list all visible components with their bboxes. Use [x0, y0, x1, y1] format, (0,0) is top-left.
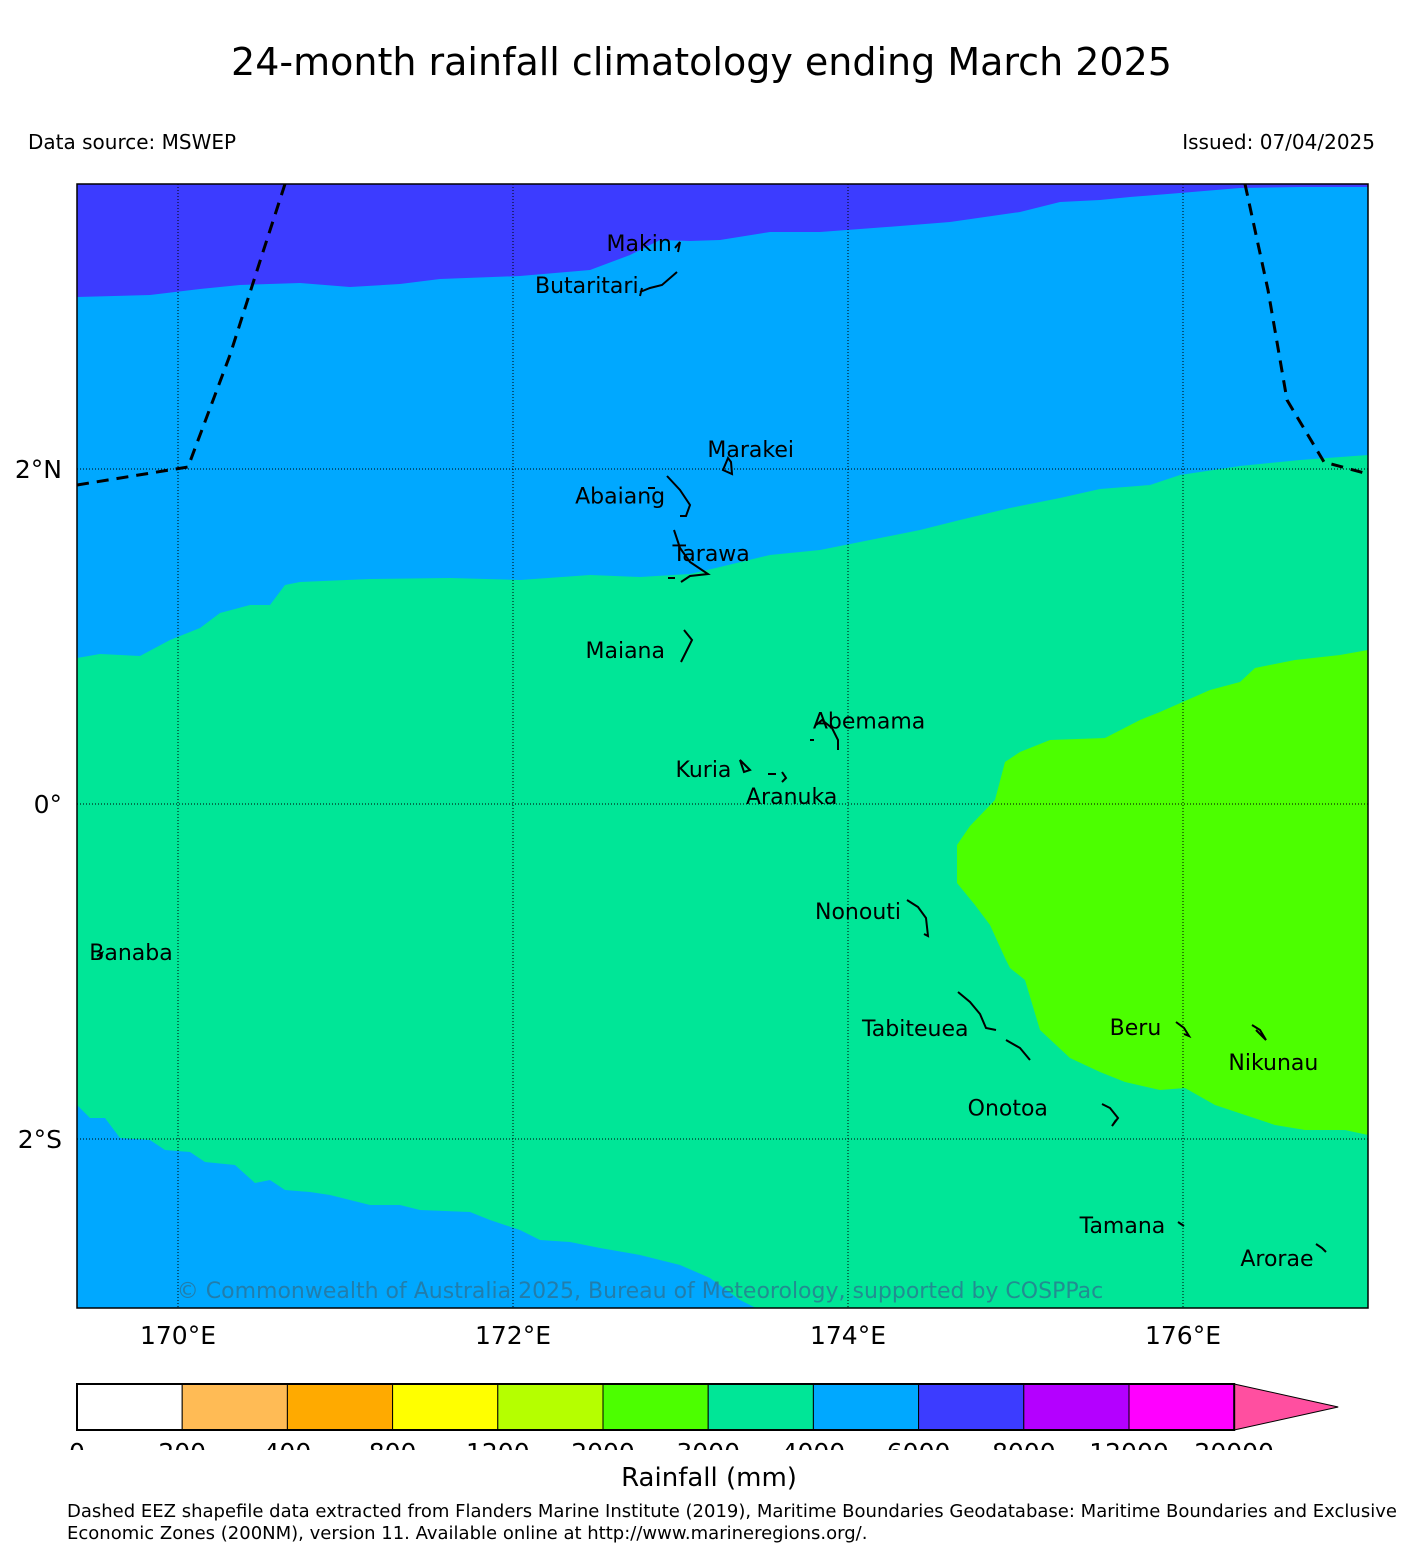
butaritari-outline [639, 271, 678, 297]
colorbar-segment [1023, 1383, 1130, 1431]
lon-grid [177, 184, 1184, 1308]
colorbar-segment [602, 1383, 709, 1431]
island-label-kuria: Kuria [676, 758, 732, 783]
onotoa-outline [1101, 1103, 1120, 1127]
island-label-beru: Beru [1110, 1016, 1162, 1041]
rainfall-map: Makin Butaritari Marakei Abaiang Tarawa Maian… [15, 183, 1369, 1450]
island-label-butaritari: Butaritari [535, 274, 639, 299]
colorbar-tick-label: 1200 [466, 1438, 530, 1450]
colorbar-tick-label: 2000 [571, 1438, 635, 1450]
colorbar-tick-label: 12000 [1089, 1438, 1169, 1450]
makin-outline [674, 241, 681, 253]
colorbar-frame [76, 1383, 1236, 1431]
colorbar-segment [707, 1383, 814, 1431]
colorbar-segment [286, 1383, 394, 1431]
map-frame [76, 183, 1369, 1309]
colorbar-segment [181, 1383, 288, 1431]
map-title: 24-month rainfall climatology ending Mar… [231, 40, 1172, 84]
colorbar-segment [76, 1383, 183, 1431]
arorae-outline [1315, 1243, 1327, 1253]
colorbar [76, 1383, 1339, 1431]
copyright-notice: © Commonwealth of Australia 2025, Bureau… [177, 1279, 1103, 1304]
colorbar-tick-label: 20000 [1194, 1438, 1274, 1450]
colorbar-tick-label: 3000 [676, 1438, 740, 1450]
lat-tick-labels: 2°N 0° 2°S [15, 455, 62, 1154]
issued-date-label: Issued: 07/04/2025 [1182, 130, 1375, 154]
lon-tick-label: 176°E [1145, 1321, 1221, 1350]
island-outlines [96, 241, 1327, 1253]
colorbar-tick-label: 200 [158, 1438, 206, 1450]
tamana-outline [1177, 1221, 1185, 1227]
colorbar-segment [497, 1383, 604, 1431]
eez-footnote: Dashed EEZ shapefile data extracted from… [67, 1501, 1397, 1544]
colorbar-tick-label: 800 [369, 1438, 417, 1450]
eez-boundaries [77, 184, 1368, 487]
colorbar-segment [812, 1383, 920, 1431]
colorbar-segment [918, 1383, 1025, 1431]
colorbar-tick-label: 6000 [887, 1438, 951, 1450]
abaiang-outline [648, 475, 692, 517]
lat-tick-label: 0° [34, 790, 62, 819]
island-label-tabiteuea: Tabiteuea [861, 1017, 968, 1042]
marakei-outline [721, 456, 734, 476]
zone-6000-8000-north [77, 184, 1368, 297]
banaba-outline [96, 950, 105, 959]
zone-2000-3000-east [957, 650, 1368, 1135]
lon-tick-label: 170°E [140, 1321, 216, 1350]
aranuka-outline [768, 771, 788, 783]
nikunau-outline [1251, 1024, 1267, 1041]
zone-4000-6000-south [77, 1105, 756, 1308]
abemama-outline [810, 718, 839, 750]
nonouti-outline [906, 899, 930, 938]
lon-tick-label: 172°E [475, 1321, 551, 1350]
maiana-outline [680, 629, 694, 663]
eez-boundary-east [1243, 184, 1368, 476]
colorbar-label: Rainfall (mm) [621, 1463, 797, 1493]
colorbar-extend-arrow [1233, 1383, 1339, 1431]
island-label-abaiang: Abaiang [575, 484, 665, 509]
kuria-outline [739, 759, 752, 774]
island-labels: Makin Butaritari Marakei Abaiang Tarawa Maian… [89, 232, 1318, 1272]
island-label-marakei: Marakei [707, 438, 794, 463]
colorbar-tick-label: 400 [264, 1438, 312, 1450]
lon-tick-label: 174°E [810, 1321, 886, 1350]
island-label-banaba: Banaba [89, 941, 172, 966]
island-label-aranuka: Aranuka [746, 785, 837, 810]
colorbar-tick-label: 4000 [782, 1438, 846, 1450]
tarawa-outline [668, 529, 711, 583]
island-label-nonouti: Nonouti [815, 900, 901, 925]
tabiteuea-outline [957, 991, 1031, 1061]
colorbar-tick-label: 0 [69, 1438, 85, 1450]
island-label-arorae: Arorae [1240, 1247, 1313, 1272]
island-label-nikunau: Nikunau [1228, 1051, 1318, 1076]
island-label-abemama: Abemama [813, 710, 925, 735]
colorbar-tick-label: 8000 [992, 1438, 1056, 1450]
colorbar-segment [1128, 1383, 1235, 1431]
island-label-tarawa: Tarawa [672, 542, 750, 567]
eez-boundary-west [77, 184, 287, 487]
island-label-onotoa: Onotoa [968, 1097, 1048, 1122]
island-label-makin: Makin [607, 232, 672, 257]
colorbar-segment [392, 1383, 499, 1431]
lat-tick-label: 2°S [18, 1125, 62, 1154]
island-label-maiana: Maiana [586, 639, 665, 664]
zone-4000-6000-north [77, 184, 1368, 658]
data-source-label: Data source: MSWEP [28, 130, 237, 154]
beru-outline [1175, 1021, 1192, 1039]
rainfall-field [77, 184, 1368, 1308]
lon-tick-labels: 170°E 172°E 174°E 176°E [140, 1321, 1221, 1350]
colorbar-tick-labels: 0 200 400 800 1200 2000 3000 4000 6000 8000 12000 2… [69, 1438, 1274, 1450]
island-label-tamana: Tamana [1079, 1214, 1166, 1239]
lat-tick-label: 2°N [15, 455, 62, 484]
